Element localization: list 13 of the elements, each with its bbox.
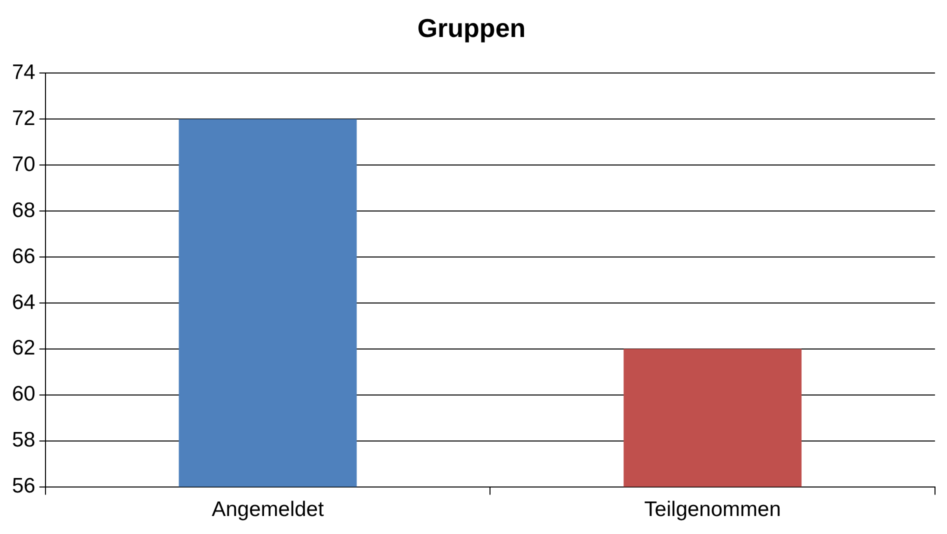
y-tick-label: 68 xyxy=(12,198,36,222)
y-tick-label: 72 xyxy=(12,106,36,130)
y-tick-label: 74 xyxy=(12,60,36,84)
y-tick-label: 56 xyxy=(12,474,36,498)
x-tick-label: Angemeldet xyxy=(212,498,324,522)
y-tick-label: 64 xyxy=(12,290,36,314)
y-tick-label: 60 xyxy=(12,382,36,406)
x-tick-label: Teilgenommen xyxy=(644,498,781,522)
y-tick-label: 70 xyxy=(12,152,36,176)
y-tick-label: 62 xyxy=(12,336,36,360)
y-tick-label: 66 xyxy=(12,244,36,268)
y-tick-label: 58 xyxy=(12,428,36,452)
chart-title: Gruppen xyxy=(417,12,526,43)
